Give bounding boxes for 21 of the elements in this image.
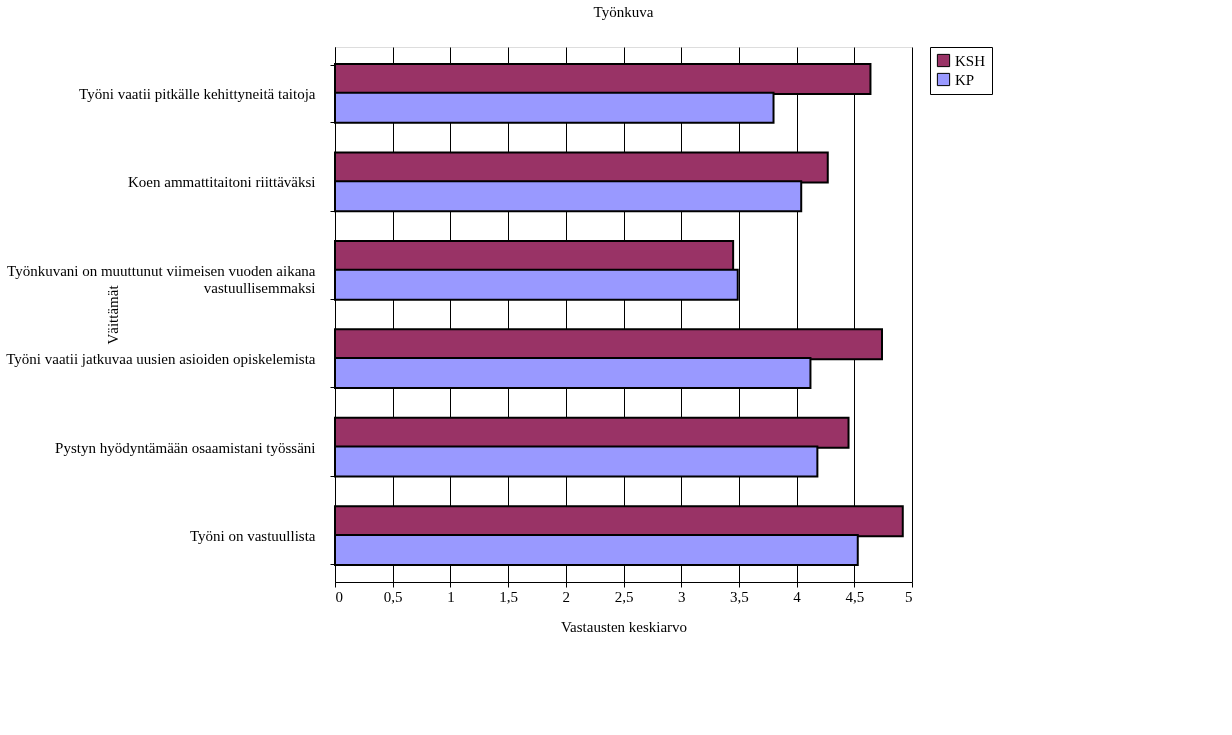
- y-tick-label: Työni on vastuullista: [189, 528, 316, 545]
- x-tick-label: 4,5: [845, 588, 865, 605]
- x-tick-label: 1,5: [499, 588, 518, 605]
- x-tick-label: 3: [677, 588, 686, 605]
- legend-label: KSH: [955, 52, 986, 69]
- x-tick-label: 2,5: [614, 588, 634, 605]
- y-tick-label: Työni vaatii jatkuvaa uusien asioiden opiskelemista: [6, 351, 316, 368]
- x-tick-label: 3,5: [730, 588, 749, 605]
- x-axis-title: Vastausten keskiarvo: [560, 618, 688, 635]
- x-tick-label: 0,5: [383, 588, 403, 605]
- x-tick-label: 5: [905, 588, 913, 605]
- y-tick-label: Koen ammattitaitoni riittäväksi: [128, 174, 316, 191]
- y-tick-label: Pystyn hyödyntämään osaamistani työssäni: [55, 439, 316, 456]
- x-tick-label: 4: [793, 588, 802, 605]
- x-tick-label: 0: [335, 588, 343, 605]
- chart-title: Työnkuva: [593, 4, 654, 20]
- x-tick-label: 1: [447, 588, 455, 605]
- y-tick-label: Työni vaatii pitkälle kehittyneitä taitoja: [79, 85, 316, 102]
- legend-label: KP: [955, 71, 975, 88]
- y-axis-title: Väittämät: [104, 284, 121, 345]
- x-tick-label: 2: [562, 588, 571, 605]
